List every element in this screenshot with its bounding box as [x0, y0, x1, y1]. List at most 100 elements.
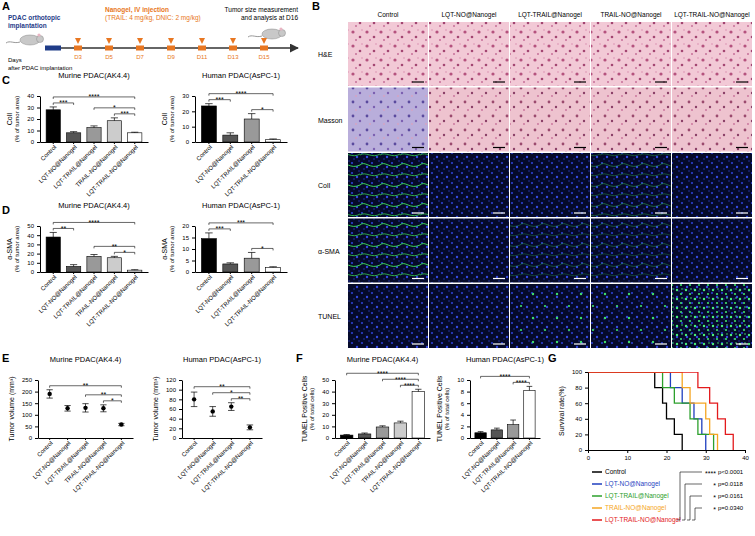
y-tick: 20 [182, 109, 195, 115]
p-value: p=0.0340 [718, 505, 744, 511]
micrograph [510, 153, 590, 217]
tick-label: 40 [27, 93, 34, 99]
y-axis: 01020304050 [27, 223, 40, 275]
axis-line [38, 381, 39, 439]
label: (TRAIL: 4 mg/kg, DNIC: 2 mg/kg) [105, 14, 201, 22]
label: Masson [318, 117, 343, 124]
tick-label: 60 [169, 406, 176, 412]
legend-swatch [592, 519, 602, 521]
bar [412, 392, 425, 438]
chart: 010203040ControlLQT-NO@NanogelLQT-TRAIL@… [27, 93, 148, 197]
significance-label: * [713, 482, 716, 489]
error-bar [205, 233, 212, 239]
y-tick-mark [585, 388, 588, 389]
tick-label: 100 [22, 412, 33, 418]
significance-label: **** [377, 370, 388, 377]
bar [201, 106, 216, 142]
micrograph [672, 219, 752, 283]
label: Days [8, 57, 22, 63]
x-axis: ControlLQT-NO@NanogelLQT-TRAIL@NanogelTR… [38, 142, 149, 198]
x-tick-mark [745, 450, 746, 453]
y-tick: 0 [461, 435, 470, 441]
micrograph-image [672, 284, 752, 348]
tick-label: 40 [27, 233, 34, 239]
tick-label: LQT-TRAIL-NO@Nanogel [72, 440, 126, 494]
significance-label: **** [395, 376, 406, 383]
y-tick-mark [332, 426, 335, 427]
tick-label: LQT-TRAIL-NO@Nanogel [224, 274, 278, 328]
mouse-icon [248, 27, 286, 39]
y-tick: 20 [182, 223, 195, 229]
y-tick: 2 [461, 424, 470, 430]
tick-label: 50 [25, 424, 32, 430]
micrograph [672, 22, 752, 86]
significance: ************ [347, 370, 419, 389]
y-tick: 50 [322, 377, 335, 383]
y-tick-mark [467, 426, 470, 427]
error-bar [527, 386, 533, 390]
tick-label: 10 [182, 124, 189, 130]
significance-label: **** [236, 90, 247, 97]
tick-label: 20 [27, 251, 34, 257]
bar [46, 110, 60, 142]
legend-label: TRAIL-NO@Nanogel [605, 504, 667, 512]
label: PDAC orthotopic [8, 14, 61, 22]
error-bar [269, 138, 276, 140]
axis-title: (% of tumor area) [169, 226, 175, 273]
axis-title: α-SMA [161, 238, 168, 260]
error-bar [248, 252, 255, 258]
y-tick-mark [35, 392, 38, 393]
y-tick: 15 [182, 235, 195, 241]
significance-label: **** [705, 470, 716, 477]
micrograph-image [510, 284, 590, 348]
label: LQT-TRAIL-NO@Nanogel [674, 11, 750, 19]
significance-label: * [111, 397, 114, 404]
x-tick: LQT-TRAIL-NO@Nanogel [224, 142, 278, 198]
micrograph-image [429, 284, 509, 348]
y-tick: 40 [169, 416, 182, 422]
label: Nanogel, IV injection [105, 6, 169, 14]
tick-label: 0 [29, 435, 33, 441]
axis-line [195, 97, 196, 143]
y-tick-mark [467, 380, 470, 381]
injection-day [260, 46, 268, 51]
axis-line [195, 227, 196, 273]
y-tick-mark [37, 226, 40, 227]
panel-letter: D [2, 204, 10, 216]
label: Tumor size measurement [225, 6, 299, 13]
significance: *********** [53, 93, 135, 117]
y-tick-mark [179, 419, 182, 420]
y-tick: 0 [326, 435, 335, 441]
axis-title: Survival rate(%) [558, 386, 566, 436]
y-tick: 20 [27, 116, 40, 122]
y-tick-mark [37, 263, 40, 264]
y-tick-mark [192, 142, 195, 143]
tick-label: 30 [322, 401, 329, 407]
tick-label: LQT-TRAIL-NO@Nanogel [85, 274, 139, 328]
significance-label: ** [219, 383, 225, 390]
chart: 05101520ControlLQT-NO@NanogelLQT-TRAIL@N… [182, 223, 287, 327]
significance-label: **** [500, 373, 511, 380]
y-tick-mark [332, 403, 335, 404]
scale-bar [655, 343, 667, 344]
scale-bar [736, 81, 748, 82]
tick-label: 0 [31, 269, 35, 275]
x-axis: 010203040 [587, 450, 750, 461]
chart: 050100150200250ControlLQT-NO@NanogelLQT-… [22, 377, 134, 493]
point [119, 422, 123, 426]
y-tick: 10 [27, 260, 40, 266]
x-tick: LQT-TRAIL-NO@Nanogel [224, 272, 278, 328]
y-tick-mark [179, 428, 182, 429]
y-tick: 50 [27, 223, 40, 229]
x-tick: LQT-NO@Nanogel [38, 142, 78, 184]
y-tick-mark [37, 244, 40, 245]
bar [66, 133, 80, 142]
micrograph [348, 219, 428, 283]
figure: ABCDEFGPDAC orthotopicimplantationNanoge… [0, 0, 755, 536]
tick-label: LQT-NO@Nanogel [38, 274, 78, 314]
micrograph [429, 284, 509, 348]
panel-letter: A [2, 0, 10, 12]
chart-title: Murine PDAC(AK4.4) [347, 355, 419, 364]
label: TUNEL [318, 313, 341, 320]
x-tick: Control [36, 438, 54, 458]
